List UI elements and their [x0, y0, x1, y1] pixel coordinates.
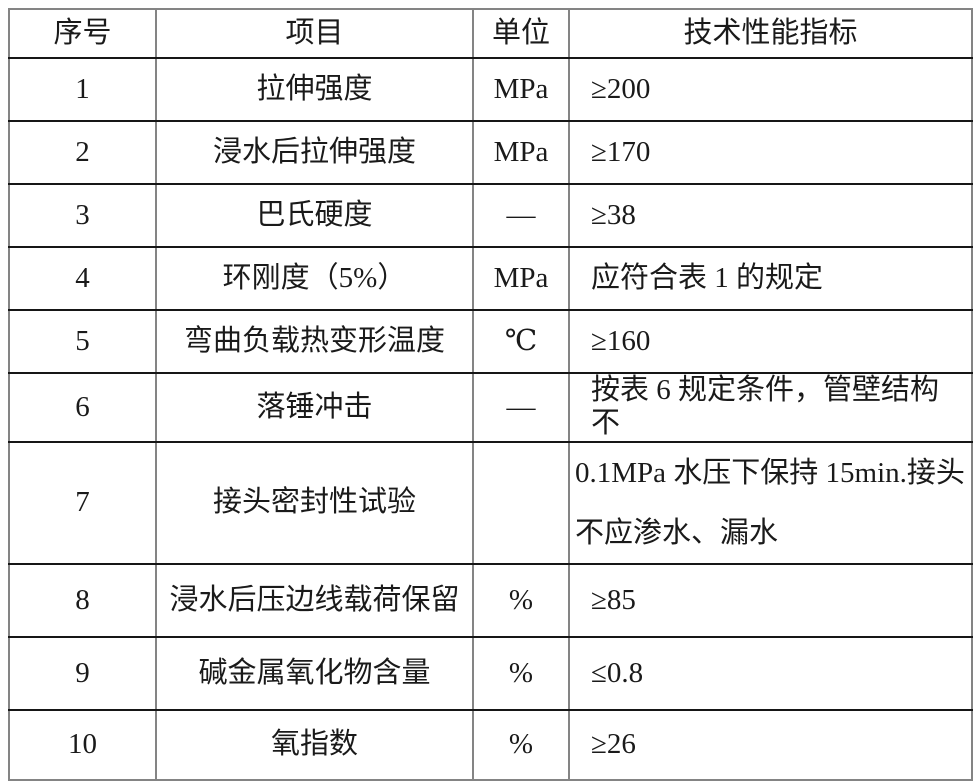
cell-item: 浸水后拉伸强度: [156, 121, 474, 185]
cell-indicator: ≥38: [569, 184, 972, 248]
header-col-indicator: 技术性能指标: [569, 9, 972, 59]
header-col-item: 项目: [156, 9, 474, 59]
header-col-unit: 单位: [473, 9, 570, 59]
cell-index: 10: [9, 709, 157, 780]
cell-indicator: ≤0.8: [569, 636, 972, 711]
cell-index: 7: [9, 441, 157, 565]
table-row: 2 浸水后拉伸强度 MPa ≥170: [9, 121, 972, 185]
table-row: 8 浸水后压边线载荷保留 % ≥85: [9, 563, 972, 638]
header-col-index: 序号: [9, 9, 157, 59]
cell-indicator: ≥200: [569, 58, 972, 122]
cell-indicator: ≥85: [569, 563, 972, 638]
cell-indicator: 0.1MPa 水压下保持 15min.接头 不应渗水、漏水: [569, 441, 972, 565]
cell-unit: %: [473, 636, 570, 711]
cell-index: 4: [9, 247, 157, 311]
cell-index: 2: [9, 121, 157, 185]
cell-index: 8: [9, 563, 157, 638]
table-row: 6 落锤冲击 — 按表 6 规定条件，管壁结构不: [9, 373, 972, 443]
table-row: 3 巴氏硬度 — ≥38: [9, 184, 972, 248]
cell-unit: MPa: [473, 247, 570, 311]
cell-index: 9: [9, 636, 157, 711]
cell-unit: %: [473, 563, 570, 638]
cell-indicator: 按表 6 规定条件，管壁结构不: [569, 373, 972, 443]
table-header-row: 序号 项目 单位 技术性能指标: [9, 9, 972, 59]
cell-indicator: 应符合表 1 的规定: [569, 247, 972, 311]
cell-index: 3: [9, 184, 157, 248]
cell-item: 接头密封性试验: [156, 441, 474, 565]
cell-unit: —: [473, 373, 570, 443]
cell-item: 环刚度（5%）: [156, 247, 474, 311]
cell-item: 巴氏硬度: [156, 184, 474, 248]
cell-indicator: ≥160: [569, 310, 972, 374]
cell-unit: [473, 441, 570, 565]
cell-unit: MPa: [473, 58, 570, 122]
cell-item: 拉伸强度: [156, 58, 474, 122]
cell-item: 落锤冲击: [156, 373, 474, 443]
cell-unit: MPa: [473, 121, 570, 185]
cell-index: 5: [9, 310, 157, 374]
table-row: 9 碱金属氧化物含量 % ≤0.8: [9, 636, 972, 711]
cell-indicator: ≥170: [569, 121, 972, 185]
technical-specs-table: 序号 项目 单位 技术性能指标 1 拉伸强度 MPa ≥200 2 浸水后拉伸强…: [8, 8, 973, 781]
cell-indicator: ≥26: [591, 728, 636, 761]
cell-index: 6: [9, 373, 157, 443]
cell-item: 浸水后压边线载荷保留: [156, 563, 474, 638]
cell-unit: ℃: [473, 310, 570, 374]
table-row: 5 弯曲负载热变形温度 ℃ ≥160: [9, 310, 972, 374]
cell-item: 弯曲负载热变形温度: [156, 310, 474, 374]
table-row: 4 环刚度（5%） MPa 应符合表 1 的规定: [9, 247, 972, 311]
table-row: 7 接头密封性试验 0.1MPa 水压下保持 15min.接头 不应渗水、漏水: [9, 441, 972, 565]
cell-unit: —: [473, 184, 570, 248]
cell-unit: %: [473, 709, 570, 780]
cell-item: 碱金属氧化物含量: [156, 636, 474, 711]
table-row: 1 拉伸强度 MPa ≥200: [9, 58, 972, 122]
cell-index: 1: [9, 58, 157, 122]
table-row: 10 氧指数 % ≥26: [9, 709, 972, 780]
cell-item: 氧指数: [156, 709, 474, 780]
